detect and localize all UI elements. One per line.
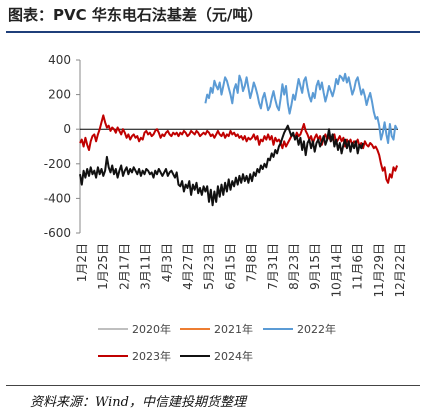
chart-title: 图表：PVC 华东电石法基差（元/吨）	[8, 6, 263, 24]
y-tick-label: 400	[48, 53, 71, 67]
legend: 2020年 2021年 2022年 2023年 2024年	[98, 322, 336, 363]
x-tick-label: 3月11日	[139, 243, 153, 290]
y-tick-label: 0	[63, 122, 71, 136]
x-tick-label: 1月25日	[96, 243, 110, 290]
x-axis: 1月2日 1月25日 2月17日 3月11日 4月3日 4月27日 5月23日 6月15日 7月…	[75, 243, 407, 298]
x-tick-label: 4月27日	[181, 243, 195, 290]
series-line-2024年	[79, 124, 365, 207]
x-tick-label: 7月31日	[266, 243, 280, 290]
y-tick-label: 200	[48, 88, 71, 102]
x-tick-label: 4月3日	[160, 243, 174, 282]
y-tick-label: -400	[44, 191, 71, 205]
x-tick-label: 10月14日	[329, 243, 343, 298]
y-axis: 400 200 0 -200 -400 -600	[44, 53, 81, 240]
x-tick-label: 6月15日	[223, 243, 237, 290]
legend-label: 2024年	[214, 349, 253, 363]
x-tick-label: 5月23日	[202, 243, 216, 290]
series-lines	[79, 72, 399, 207]
series-line-2022年	[204, 72, 398, 144]
source-note: 资料来源：Wind，中信建投期货整理	[30, 395, 246, 410]
y-tick-label: -200	[44, 157, 71, 171]
legend-label: 2020年	[132, 322, 171, 336]
legend-label: 2021年	[214, 322, 253, 336]
x-tick-label: 8月23日	[287, 243, 301, 290]
x-tick-label: 12月22日	[393, 243, 407, 298]
legend-label: 2022年	[297, 322, 336, 336]
title-rule	[6, 31, 420, 33]
x-tick-label: 7月8日	[245, 243, 259, 282]
x-tick-label: 2月17日	[117, 243, 131, 290]
footer-rule	[6, 385, 420, 386]
x-tick-label: 11月29日	[372, 243, 386, 298]
x-tick-label: 1月2日	[75, 243, 89, 282]
y-tick-label: -600	[44, 226, 71, 240]
x-tick-label: 9月15日	[308, 243, 322, 290]
legend-label: 2023年	[132, 349, 171, 363]
x-tick-label: 11月6日	[351, 243, 365, 290]
